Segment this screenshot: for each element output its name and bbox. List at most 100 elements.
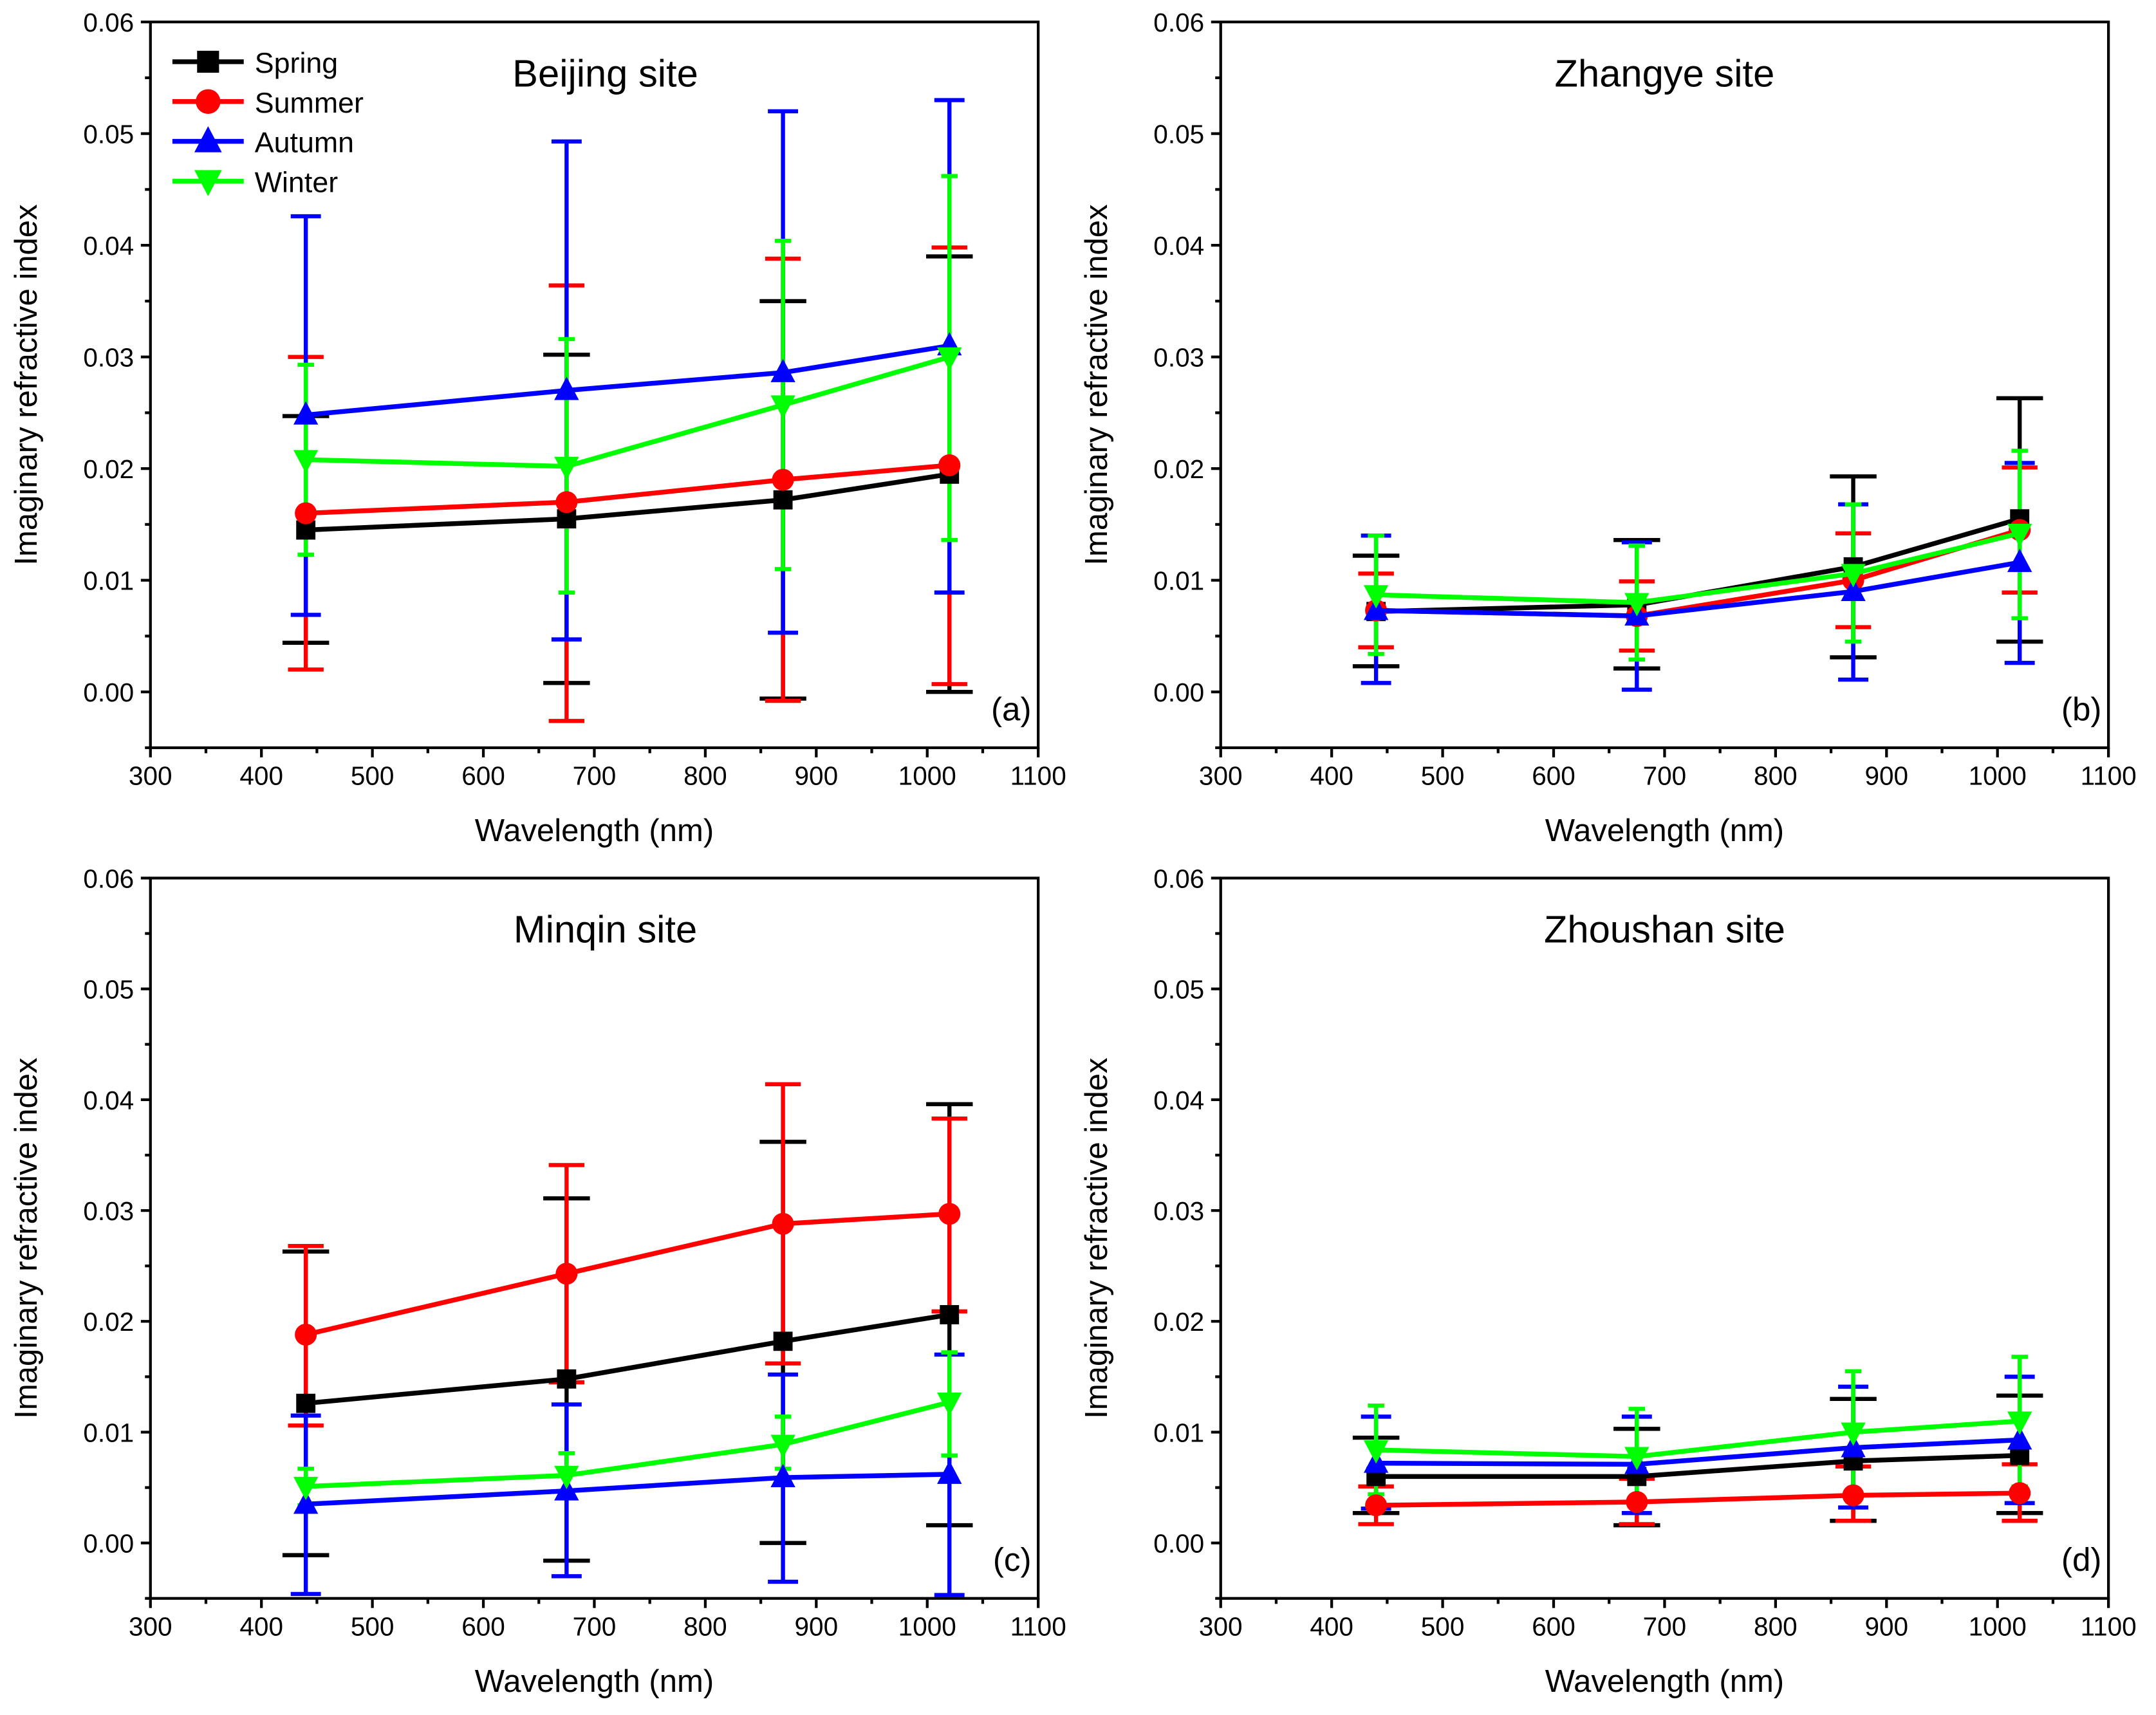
- y-tick-label: 0.02: [1153, 454, 1204, 484]
- y-tick-label: 0.06: [83, 8, 134, 37]
- data-point-square: [773, 490, 793, 510]
- data-point-triangle-down: [2007, 523, 2032, 548]
- series-line: [1376, 560, 2020, 618]
- x-tick-label: 900: [795, 761, 839, 791]
- legend-label: Autumn: [255, 127, 354, 159]
- y-tick-label: 0.01: [83, 1418, 134, 1447]
- chart-panel-a: 300 400 500 600 700 800 900 1000 1100 0.00 0.01 0.0…: [9, 8, 1066, 848]
- series-spring: [296, 464, 960, 540]
- legend-item-winter: Winter: [172, 166, 338, 198]
- x-tick-label: 500: [1421, 1611, 1465, 1641]
- panel-label: (b): [2061, 691, 2102, 727]
- y-tick-label: 0.02: [83, 454, 134, 484]
- series-line: [1376, 1437, 2020, 1467]
- x-tick-label: 900: [1864, 761, 1908, 791]
- series-winter: [1363, 1411, 2032, 1470]
- data-point-triangle-down: [1363, 1440, 1389, 1464]
- y-tick-label: 0.00: [1153, 678, 1204, 707]
- data-point-triangle-down: [554, 456, 579, 481]
- x-tick-label: 1100: [2081, 1611, 2137, 1641]
- data-point-circle: [295, 502, 317, 524]
- y-tick-label: 0.06: [1153, 864, 1204, 893]
- series-summer: [295, 1203, 961, 1346]
- chart-panel-d: 300 400 500 600 700 800 900 1000 1100 0.00 0.01 0.0…: [1079, 864, 2137, 1698]
- x-tick-label: 400: [239, 761, 283, 791]
- data-point-circle: [1365, 1494, 1388, 1517]
- data-point-circle: [772, 468, 794, 491]
- data-point-triangle-up: [194, 126, 222, 153]
- series-line: [305, 343, 950, 418]
- chart-panel-b: 300 400 500 600 700 800 900 1000 1100 0.00 0.01 0.0…: [1079, 8, 2137, 848]
- x-tick-label: 1100: [1010, 761, 1066, 791]
- series-line: [1376, 528, 2021, 618]
- x-tick-label: 1100: [2081, 761, 2137, 791]
- data-point-triangle-up: [937, 1460, 962, 1484]
- x-tick-label: 1100: [1010, 1611, 1066, 1641]
- data-point-square: [940, 1305, 960, 1324]
- chart-title: Zhangye site: [1555, 51, 1775, 95]
- data-point-circle: [1626, 1490, 1648, 1514]
- y-tick-label: 0.03: [83, 1196, 134, 1226]
- series-winter: [293, 1393, 962, 1501]
- y-tick-label: 0.01: [83, 566, 134, 596]
- y-tick-label: 0.05: [1153, 120, 1204, 149]
- x-tick-label: 700: [573, 761, 617, 791]
- series-line: [306, 463, 950, 516]
- series-line: [305, 1312, 950, 1406]
- chart-title: Beijing site: [512, 51, 698, 95]
- y-tick-label: 0.05: [83, 975, 134, 1005]
- x-tick-label: 900: [1864, 1611, 1908, 1641]
- data-point-triangle-up: [293, 1490, 319, 1514]
- data-point-triangle-up: [1841, 577, 1866, 601]
- x-axis-label: Wavelength (nm): [1545, 1664, 1784, 1699]
- panel-label: (a): [991, 691, 1032, 727]
- x-tick-label: 700: [1643, 761, 1687, 791]
- data-point-square: [197, 50, 219, 73]
- y-tick-label: 0.01: [1153, 1418, 1204, 1447]
- legend-label: Summer: [255, 87, 364, 119]
- y-tick-label: 0.04: [83, 1086, 134, 1115]
- y-tick-label: 0.03: [1153, 1196, 1204, 1226]
- legend-label: Spring: [255, 47, 338, 79]
- y-tick-label: 0.03: [83, 343, 134, 373]
- data-point-square: [773, 1331, 793, 1351]
- y-tick-label: 0.00: [83, 678, 134, 707]
- data-point-circle: [772, 1212, 794, 1235]
- y-tick-label: 0.04: [83, 231, 134, 261]
- y-tick-label: 0.04: [1153, 1086, 1204, 1115]
- data-point-triangle-up: [2007, 548, 2032, 572]
- x-axis-label: Wavelength (nm): [1545, 813, 1784, 848]
- chart-title: Minqin site: [514, 908, 697, 951]
- data-point-circle: [295, 1323, 317, 1346]
- plot-frame: [1219, 20, 2110, 750]
- series-summer: [1365, 1482, 2031, 1517]
- y-tick-label: 0.06: [1153, 8, 1204, 37]
- y-tick-label: 0.03: [1153, 343, 1204, 373]
- data-point-triangle-down: [1841, 1422, 1866, 1446]
- x-tick-label: 1000: [1969, 1611, 2027, 1641]
- data-point-triangle-up: [554, 376, 579, 400]
- y-tick-label: 0.00: [1153, 1529, 1204, 1559]
- series-line: [306, 1400, 951, 1489]
- series-line: [1376, 531, 2021, 606]
- x-axis-label: Wavelength (nm): [475, 1664, 714, 1699]
- x-tick-label: 800: [683, 761, 727, 791]
- y-axis-label: Imaginary refractive index: [1079, 1058, 1114, 1419]
- series-autumn: [293, 331, 962, 425]
- x-tick-label: 1000: [1969, 761, 2027, 791]
- x-tick-label: 500: [351, 1611, 395, 1641]
- chart-panel-c: 300 400 500 600 700 800 900 1000 1100 0.00 0.01 0.0…: [9, 864, 1066, 1698]
- data-point-circle: [2009, 1482, 2031, 1505]
- y-tick-label: 0.00: [83, 1529, 134, 1559]
- x-tick-label: 300: [1199, 1611, 1243, 1641]
- y-tick-label: 0.02: [1153, 1307, 1204, 1337]
- legend-item-autumn: Autumn: [172, 126, 354, 159]
- data-point-triangle-up: [770, 1463, 795, 1488]
- data-point-triangle-down: [554, 1465, 579, 1489]
- x-tick-label: 800: [1754, 1611, 1798, 1641]
- y-tick-label: 0.04: [1153, 231, 1204, 261]
- data-point-triangle-down: [937, 347, 962, 371]
- data-point-triangle-up: [293, 401, 319, 425]
- x-tick-label: 300: [129, 1611, 172, 1641]
- chart-title: Zhoushan site: [1544, 908, 1785, 951]
